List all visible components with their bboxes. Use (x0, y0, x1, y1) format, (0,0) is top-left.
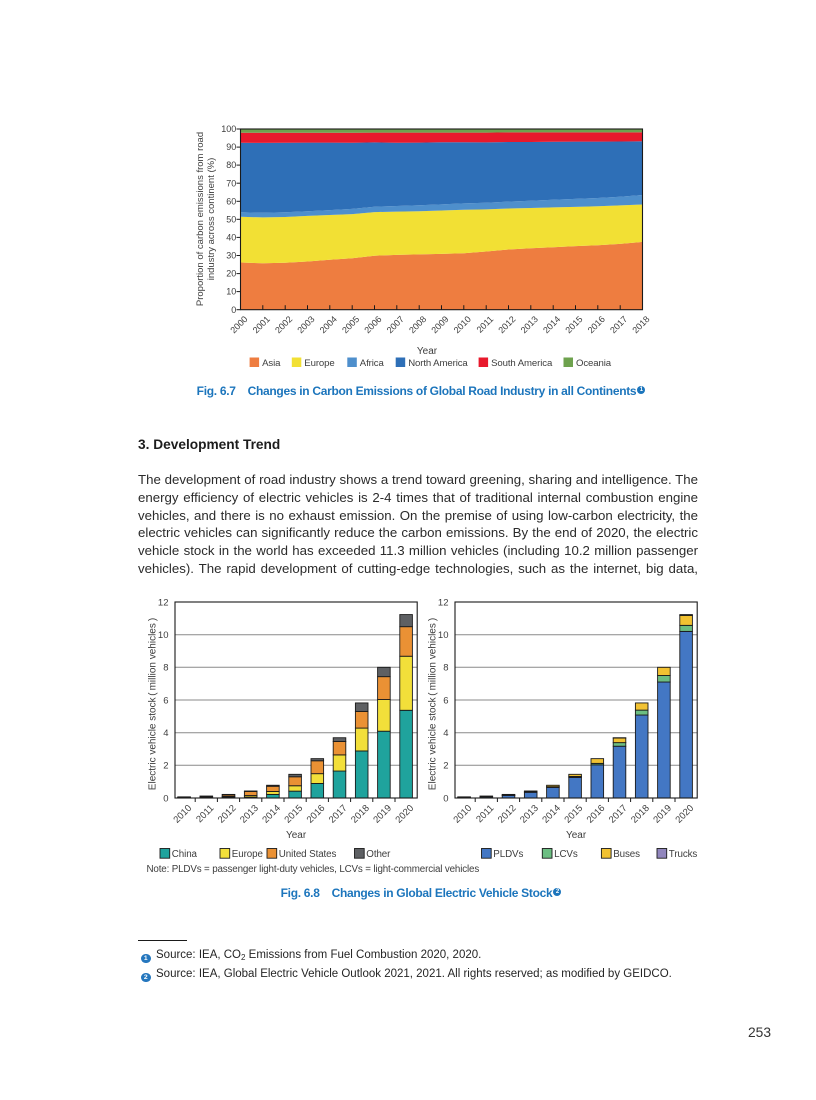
svg-text:2009: 2009 (429, 314, 450, 335)
svg-text:2015: 2015 (282, 803, 305, 826)
svg-text:2018: 2018 (630, 314, 651, 335)
svg-text:2020: 2020 (673, 803, 696, 826)
svg-text:40: 40 (226, 233, 236, 243)
svg-text:2008: 2008 (407, 314, 428, 335)
svg-text:Year: Year (417, 346, 438, 357)
svg-text:Buses: Buses (613, 849, 640, 860)
svg-text:20: 20 (226, 269, 236, 279)
svg-text:2017: 2017 (607, 803, 630, 826)
svg-text:Year: Year (566, 830, 587, 841)
svg-text:2015: 2015 (563, 314, 584, 335)
svg-text:2020: 2020 (393, 803, 416, 826)
svg-text:Europe: Europe (304, 358, 334, 369)
svg-text:0: 0 (163, 793, 168, 804)
svg-text:South America: South America (491, 358, 553, 369)
svg-text:Africa: Africa (360, 358, 385, 369)
svg-text:30: 30 (226, 251, 236, 261)
svg-text:2012: 2012 (496, 803, 519, 826)
svg-text:2003: 2003 (295, 314, 316, 335)
svg-text:United States: United States (279, 849, 337, 860)
svg-text:2019: 2019 (651, 803, 674, 826)
svg-text:2000: 2000 (228, 314, 249, 335)
svg-text:2017: 2017 (327, 803, 350, 826)
svg-text:2014: 2014 (260, 803, 283, 826)
svg-text:2013: 2013 (238, 803, 261, 826)
svg-text:50: 50 (226, 214, 236, 224)
svg-text:12: 12 (158, 597, 169, 608)
svg-text:4: 4 (163, 728, 168, 739)
svg-text:10: 10 (158, 630, 169, 641)
svg-text:LCVs: LCVs (554, 849, 578, 860)
svg-text:Electric vehicle stock ( milli: Electric vehicle stock ( million vehicle… (148, 618, 159, 790)
svg-text:Trucks: Trucks (669, 849, 698, 860)
svg-text:Asia: Asia (262, 358, 281, 369)
svg-text:2011: 2011 (474, 803, 496, 825)
svg-text:90: 90 (226, 142, 236, 152)
svg-text:70: 70 (226, 178, 236, 188)
svg-text:2007: 2007 (385, 314, 406, 335)
svg-text:Proportion of carbon emissions: Proportion of carbon emissions from road (195, 132, 206, 306)
svg-text:North America: North America (408, 358, 468, 369)
svg-text:China: China (172, 849, 198, 860)
svg-text:2018: 2018 (629, 803, 652, 826)
svg-text:2015: 2015 (562, 803, 585, 826)
svg-text:2013: 2013 (518, 803, 541, 826)
svg-text:2010: 2010 (452, 314, 473, 335)
svg-text:0: 0 (443, 793, 448, 804)
svg-text:60: 60 (226, 196, 236, 206)
svg-text:2016: 2016 (585, 803, 608, 826)
svg-text:2011: 2011 (194, 803, 216, 825)
svg-text:Year: Year (286, 830, 307, 841)
svg-text:2013: 2013 (519, 314, 540, 335)
svg-text:4: 4 (443, 728, 448, 739)
svg-text:Oceania: Oceania (576, 358, 612, 369)
svg-text:2002: 2002 (273, 314, 294, 335)
svg-text:2012: 2012 (216, 803, 239, 826)
svg-text:6: 6 (443, 695, 448, 706)
svg-text:2004: 2004 (318, 314, 339, 335)
svg-text:2014: 2014 (540, 803, 563, 826)
svg-text:2006: 2006 (362, 314, 383, 335)
svg-text:2010: 2010 (451, 803, 474, 826)
svg-text:10: 10 (226, 287, 236, 297)
svg-text:2019: 2019 (371, 803, 394, 826)
svg-text:10: 10 (438, 630, 449, 641)
svg-text:2011: 2011 (475, 314, 496, 335)
svg-text:2016: 2016 (305, 803, 328, 826)
svg-text:industry across continent (%): industry across continent (%) (206, 158, 217, 281)
svg-text:12: 12 (438, 597, 449, 608)
svg-text:2012: 2012 (496, 314, 517, 335)
svg-text:2018: 2018 (349, 803, 372, 826)
svg-text:100: 100 (221, 124, 236, 134)
svg-text:Other: Other (366, 849, 391, 860)
svg-text:8: 8 (443, 663, 448, 674)
svg-text:2: 2 (443, 761, 448, 772)
svg-text:2010: 2010 (171, 803, 194, 826)
svg-text:2014: 2014 (541, 314, 562, 335)
svg-text:2016: 2016 (586, 314, 607, 335)
svg-text:Europe: Europe (232, 849, 264, 860)
svg-text:PLDVs: PLDVs (493, 849, 523, 860)
svg-text:2001: 2001 (251, 314, 272, 335)
svg-text:6: 6 (163, 695, 168, 706)
svg-text:0: 0 (231, 305, 236, 315)
svg-text:2005: 2005 (340, 314, 361, 335)
svg-text:2: 2 (163, 761, 168, 772)
svg-text:2017: 2017 (608, 314, 629, 335)
svg-text:8: 8 (163, 663, 168, 674)
svg-text:80: 80 (226, 160, 236, 170)
svg-text:Electric vehicle stock ( milli: Electric vehicle stock ( million vehicle… (428, 618, 439, 790)
